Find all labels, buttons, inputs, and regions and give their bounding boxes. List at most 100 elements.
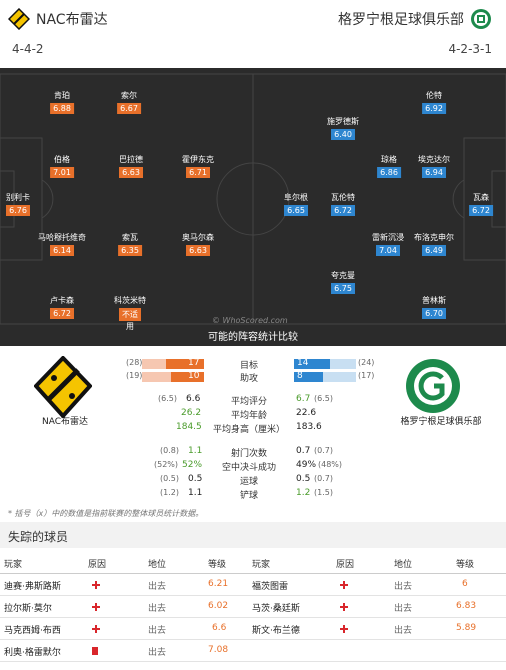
away-season-value: (17) <box>358 371 375 380</box>
player-link[interactable]: 马克西姆·布西 <box>4 626 61 636</box>
away-season-value: (0.7) <box>314 474 333 483</box>
watermark: © WhoScored.com <box>212 316 288 325</box>
home-value: 0.5 <box>188 474 203 484</box>
player-away-1[interactable]: 施罗德斯 6.40 <box>327 116 359 140</box>
away-bar <box>294 359 356 369</box>
player-name: 普林斯 <box>422 296 446 305</box>
stat-label: 运球 <box>239 477 258 487</box>
away-bar-fill <box>294 359 330 369</box>
player-rating: 6.14 <box>50 245 74 256</box>
player-rating: 6.65 <box>284 205 308 216</box>
player-away-2[interactable]: 琼格 6.86 <box>377 154 401 178</box>
home-bar <box>142 372 204 382</box>
stat-row-assists: (19) 10 助攻 8 (17) <box>0 371 506 384</box>
player-rating: 6.76 <box>6 205 30 216</box>
player-home-9[interactable]: 卢卡森 6.72 <box>50 295 74 319</box>
stat-label: 平均身高（厘米） <box>212 425 285 435</box>
home-value: 10 <box>188 371 200 381</box>
table-row: 利奥·格雷默尔 出去 7.08 <box>0 640 506 662</box>
rating-value: 6 <box>462 579 468 589</box>
nac-logo-icon <box>8 8 30 30</box>
player-rating: 7.01 <box>50 167 74 178</box>
home-value: 26.2 <box>181 408 202 418</box>
player-away-4[interactable]: 阜尔根 6.65 <box>284 192 308 216</box>
stat-label: 射门次数 <box>230 449 267 459</box>
table-row: 拉尔斯·莫尔 出去 6.02 马茨·桑廷斯 出去 6.83 <box>0 596 506 618</box>
player-away-6[interactable]: 瓦森 6.72 <box>469 192 493 216</box>
home-value: 6.6 <box>186 394 201 404</box>
player-home-4[interactable]: 霍伊东克 6.71 <box>182 154 214 178</box>
home-value: 184.5 <box>176 422 202 432</box>
player-rating: 6.88 <box>50 103 74 114</box>
player-home-10[interactable]: 科茨米特 不适用 <box>114 295 146 330</box>
player-rating: 6.63 <box>119 167 143 178</box>
player-home-7[interactable]: 索瓦 6.35 <box>118 232 142 256</box>
player-name: 雷新沉浸 <box>372 233 404 242</box>
away-team[interactable]: 格罗宁根足球俱乐部 <box>338 8 492 30</box>
player-name: 马哈穆托维奇 <box>38 233 86 242</box>
player-name: 巴拉德 <box>119 155 143 164</box>
col-reason: 原因 <box>88 560 107 570</box>
player-rating: 6.70 <box>422 308 446 319</box>
away-season-value: (0.7) <box>314 446 333 455</box>
player-rating: 6.72 <box>469 205 493 216</box>
player-away-3[interactable]: 埃克达尔 6.94 <box>418 154 450 178</box>
away-value: 0.5 <box>296 474 311 484</box>
player-link[interactable]: 福茨图雷 <box>252 582 289 592</box>
away-team-label: 格罗宁根足球俱乐部 <box>400 417 482 427</box>
player-away-5[interactable]: 瓦伦特 6.72 <box>331 192 355 216</box>
player-away-8[interactable]: 布洛克申尔 6.49 <box>414 232 454 256</box>
table-row: 迪赛·弗斯路斯 出去 6.21 福茨图雷 出去 6 <box>0 574 506 596</box>
home-season-value: (1.2) <box>160 488 179 497</box>
player-home-8[interactable]: 奥马尔森 6.63 <box>182 232 214 256</box>
player-away-0[interactable]: 伦特 6.92 <box>422 90 446 114</box>
col-rating: 等级 <box>208 560 227 570</box>
injury-icon <box>92 625 100 636</box>
table-row: 马克西姆·布西 出去 6.6 斯文·布兰德 出去 5.89 <box>0 618 506 640</box>
table-header: 玩家 原因 地位 等级 玩家 原因 地位 等级 <box>0 552 506 574</box>
player-home-0[interactable]: 肯珀 6.88 <box>50 90 74 114</box>
player-home-2[interactable]: 伯格 7.01 <box>50 154 74 178</box>
home-team[interactable]: NAC布雷达 <box>8 8 108 30</box>
home-value: 1.1 <box>188 446 203 456</box>
player-link[interactable]: 斯文·布兰德 <box>252 626 300 636</box>
player-rating: 6.75 <box>331 283 355 294</box>
injury-icon <box>92 581 100 592</box>
home-season-value: (52%) <box>154 460 179 469</box>
rating-value: 7.08 <box>208 645 229 655</box>
col-reason: 原因 <box>336 560 355 570</box>
home-bar-fill <box>166 359 204 369</box>
player-name: 科茨米特 <box>114 296 146 305</box>
player-name: 瓦伦特 <box>331 193 355 202</box>
player-name: 施罗德斯 <box>327 117 359 126</box>
player-name: 琼格 <box>381 155 397 164</box>
player-home-3[interactable]: 巴拉德 6.63 <box>119 154 143 178</box>
away-bar <box>294 372 356 382</box>
player-away-10[interactable]: 普林斯 6.70 <box>422 295 446 319</box>
away-value: 49% <box>296 460 317 470</box>
player-name: 布洛克申尔 <box>414 233 454 242</box>
player-link[interactable]: 利奥·格雷默尔 <box>4 648 61 658</box>
player-name: 别利卡 <box>6 193 30 202</box>
player-away-7[interactable]: 雷新沉浸 7.04 <box>372 232 404 256</box>
stat-label: 助攻 <box>239 374 258 384</box>
status-text: 出去 <box>148 648 167 658</box>
col-player: 玩家 <box>4 560 23 570</box>
player-away-9[interactable]: 夸克曼 6.75 <box>331 270 355 294</box>
player-rating: 7.04 <box>376 245 400 256</box>
stat-label: 空中决斗成功 <box>221 463 276 473</box>
status-text: 出去 <box>394 582 413 592</box>
player-link[interactable]: 拉尔斯·莫尔 <box>4 604 52 614</box>
col-player: 玩家 <box>252 560 271 570</box>
player-home-1[interactable]: 索尔 6.67 <box>117 90 141 114</box>
player-home-5[interactable]: 别利卡 6.76 <box>6 192 30 216</box>
player-name: 霍伊东克 <box>182 155 214 164</box>
injury-icon <box>92 603 100 614</box>
player-link[interactable]: 马茨·桑廷斯 <box>252 604 300 614</box>
player-home-6[interactable]: 马哈穆托维奇 6.14 <box>38 232 86 256</box>
player-link[interactable]: 迪赛·弗斯路斯 <box>4 582 61 592</box>
comparison-title: 可能的阵容统计比较 <box>0 330 506 346</box>
col-rating: 等级 <box>456 560 475 570</box>
home-season-value: (6.5) <box>158 394 177 403</box>
nac-big-logo-icon <box>34 356 92 418</box>
